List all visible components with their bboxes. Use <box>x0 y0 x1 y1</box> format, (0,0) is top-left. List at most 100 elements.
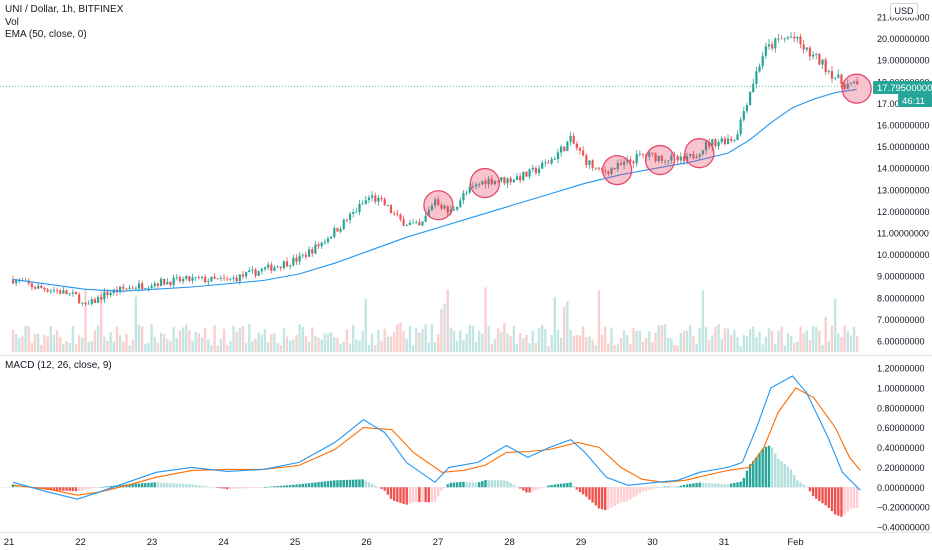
histogram-bar <box>481 480 484 488</box>
symbol-title[interactable]: UNI / Dollar, 1h, BITFINEX <box>5 4 124 15</box>
volume-bar <box>597 290 601 352</box>
volume-bar <box>37 333 40 352</box>
volume-bar <box>257 332 260 352</box>
last-price-badge: 17.79500000 46:11 <box>873 81 932 107</box>
histogram-bar <box>433 487 437 502</box>
time-axis[interactable]: 21 22 23 24 25 26 27 28 29 30 31 Feb <box>4 537 804 548</box>
candle-body <box>301 254 304 256</box>
volume-bar <box>742 335 745 352</box>
candle-body <box>159 278 163 286</box>
volume-bar <box>418 332 421 352</box>
volume-bar <box>424 324 427 352</box>
histogram-bar <box>667 486 670 488</box>
histogram-bar <box>597 487 601 509</box>
histogram-bar <box>185 483 188 488</box>
candle-body <box>462 192 465 201</box>
candle-body <box>78 294 81 304</box>
macd-axis[interactable]: 1.20000000 1.00000000 0.80000000 0.60000000… <box>877 364 930 533</box>
candle-body <box>222 277 226 279</box>
histogram-bar <box>755 457 758 488</box>
candle-body <box>575 143 578 149</box>
histogram-bar <box>144 483 147 488</box>
price-tick-label: 13.00000000 <box>877 185 930 195</box>
volume-bar <box>578 335 582 352</box>
histogram-bar <box>588 487 591 500</box>
macd-histogram <box>11 445 859 517</box>
volume-bar <box>276 343 279 352</box>
candle-body <box>125 288 128 290</box>
volume-bar <box>421 329 424 352</box>
currency-button[interactable]: USD <box>890 3 918 18</box>
price-tick-label: 9.00000000 <box>877 272 925 282</box>
candle-body <box>430 205 434 210</box>
ema-legend[interactable]: EMA (50, close, 0) <box>5 29 87 40</box>
volume-bar <box>402 331 405 352</box>
time-tick-label: 29 <box>576 537 587 548</box>
histogram-bar <box>159 482 163 488</box>
volume-bar <box>263 329 267 352</box>
volume-bar <box>566 301 569 352</box>
candle-body <box>471 186 474 188</box>
histogram-bar <box>345 479 349 488</box>
candle-body <box>11 279 15 284</box>
histogram-bar <box>389 487 393 499</box>
histogram-bar <box>459 482 462 488</box>
volume-bar <box>777 330 780 352</box>
candle-body <box>169 281 172 286</box>
histogram-bar <box>563 483 566 488</box>
volume-bar <box>711 335 714 352</box>
volume-bar <box>534 342 538 352</box>
macd-tick-label: 0.60000000 <box>877 423 925 433</box>
histogram-bar <box>219 487 223 489</box>
candle-body <box>799 36 802 45</box>
histogram-bar <box>348 479 352 488</box>
candle-body <box>232 277 235 279</box>
volume-bar <box>14 334 18 352</box>
candle-body <box>330 236 333 239</box>
histogram-bar <box>534 487 538 491</box>
histogram-bar <box>720 483 723 488</box>
histogram-bar <box>254 487 257 488</box>
volume-bar <box>185 324 188 352</box>
histogram-bar <box>238 487 241 489</box>
volume-bar <box>452 331 456 352</box>
candle-body <box>358 203 361 212</box>
candle-body <box>815 53 818 55</box>
histogram-bar <box>654 487 657 489</box>
candle-body <box>273 267 276 271</box>
histogram-bar <box>131 483 134 488</box>
volume-bar <box>673 344 676 352</box>
candle-body <box>610 168 613 174</box>
candle-body <box>481 180 484 185</box>
volume-bar <box>122 341 125 352</box>
volume-bar <box>774 344 777 352</box>
candle-body <box>525 171 528 177</box>
volume-bar <box>125 333 128 352</box>
macd-legend[interactable]: MACD (12, 26, close, 9) <box>5 360 112 371</box>
volume-bar <box>654 332 657 352</box>
candle-body <box>251 269 254 271</box>
volume-bar <box>386 336 390 352</box>
histogram-bar <box>87 487 90 490</box>
candle-body <box>553 159 556 160</box>
histogram-bar <box>172 483 175 488</box>
volume-bar <box>622 330 626 352</box>
volume-bar <box>563 307 566 352</box>
candle-body <box>216 278 219 280</box>
histogram-bar <box>134 483 138 488</box>
candle-body <box>578 148 582 151</box>
candle-body <box>245 272 248 277</box>
candle-body <box>62 290 65 294</box>
histogram-bar <box>503 480 506 488</box>
volume-bar <box>317 337 320 352</box>
volume-legend[interactable]: Vol <box>5 17 19 28</box>
histogram-bar <box>266 486 270 488</box>
histogram-bar <box>244 487 248 489</box>
candle-body <box>626 159 629 162</box>
candle-body <box>352 212 355 214</box>
volume-bar <box>323 333 327 352</box>
volume-bar <box>235 331 238 352</box>
candle-body <box>698 154 701 157</box>
histogram-bar <box>367 482 371 488</box>
